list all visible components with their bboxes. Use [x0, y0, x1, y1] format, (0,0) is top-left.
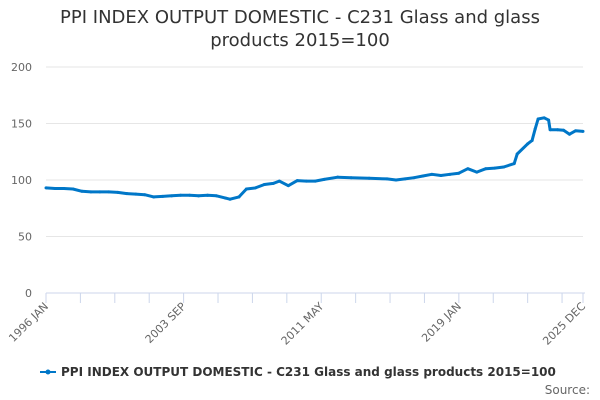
data-point — [223, 196, 227, 200]
series-line — [45, 116, 584, 201]
x-tick-label: 2011 MAY — [279, 300, 327, 348]
data-point — [197, 194, 201, 198]
data-point — [448, 172, 452, 176]
data-point — [237, 195, 241, 199]
data-point — [336, 175, 340, 179]
data-point — [116, 190, 120, 194]
data-point — [412, 176, 416, 180]
data-point — [206, 193, 210, 197]
data-point — [53, 186, 57, 190]
data-point — [179, 193, 183, 197]
x-tick-label: 2019 JAN — [419, 300, 464, 345]
data-point — [421, 174, 425, 178]
data-point — [526, 142, 530, 146]
data-point — [313, 179, 317, 183]
data-point — [548, 128, 552, 132]
data-point — [253, 186, 257, 190]
data-point — [188, 193, 192, 197]
data-point — [71, 187, 75, 191]
data-point — [430, 172, 434, 176]
data-point — [547, 118, 551, 122]
data-point — [403, 177, 407, 181]
x-tick-label: 2025 DEC — [540, 300, 588, 348]
data-point — [228, 197, 232, 201]
data-point — [530, 138, 534, 142]
data-point — [533, 127, 537, 131]
data-point — [556, 128, 560, 132]
x-tick-label: 1996 JAN — [6, 300, 51, 345]
y-tick-label: 50 — [18, 231, 32, 244]
data-point — [574, 129, 578, 133]
data-point — [295, 179, 299, 183]
chart-title: PPI INDEX OUTPUT DOMESTIC - C231 Glass a… — [0, 6, 600, 52]
data-point — [515, 152, 519, 156]
data-point — [244, 187, 248, 191]
source-label: Source: — [544, 383, 590, 397]
data-point — [44, 186, 48, 190]
x-tick-label: 2003 SEP — [143, 300, 189, 346]
chart-title-line-2: products 2015=100 — [210, 30, 390, 51]
y-tick-label: 0 — [25, 287, 32, 300]
data-point — [89, 190, 93, 194]
y-tick-label: 150 — [11, 118, 32, 131]
data-point — [457, 171, 461, 175]
data-point — [475, 170, 479, 174]
data-point — [581, 129, 585, 133]
data-point — [277, 179, 281, 183]
data-point — [322, 177, 326, 181]
data-point — [125, 192, 129, 196]
chart-title-line-1: PPI INDEX OUTPUT DOMESTIC - C231 Glass a… — [60, 7, 540, 28]
legend[interactable]: PPI INDEX OUTPUT DOMESTIC - C231 Glass a… — [40, 365, 556, 379]
data-point — [215, 194, 219, 198]
data-point — [161, 194, 165, 198]
data-point — [502, 165, 506, 169]
line-chart: 0 50 100 150 200 1996 JAN 2003 SEP 2011 MAY 2019… — [6, 61, 588, 348]
y-tick-label: 200 — [11, 61, 32, 74]
data-point — [170, 194, 174, 198]
data-point — [262, 183, 266, 187]
data-point — [304, 179, 308, 183]
data-point — [542, 116, 546, 120]
data-point — [349, 176, 353, 180]
data-point — [80, 189, 84, 193]
data-point — [271, 181, 275, 185]
data-point — [385, 177, 389, 181]
legend-line-marker-icon — [40, 369, 56, 375]
data-point — [286, 184, 290, 188]
data-point — [367, 176, 371, 180]
data-point — [143, 193, 147, 197]
data-point — [568, 132, 572, 136]
data-point — [107, 190, 111, 194]
data-point — [484, 167, 488, 171]
data-point — [394, 178, 398, 182]
data-point — [152, 195, 156, 199]
data-point — [439, 173, 443, 177]
data-point — [562, 128, 566, 132]
data-point — [62, 186, 66, 190]
legend-label: PPI INDEX OUTPUT DOMESTIC - C231 Glass a… — [61, 365, 556, 379]
data-point — [493, 166, 497, 170]
data-point — [536, 117, 540, 121]
data-point — [512, 162, 516, 166]
data-point — [134, 192, 138, 196]
data-point — [466, 167, 470, 171]
y-tick-label: 100 — [11, 174, 32, 187]
data-point — [98, 190, 102, 194]
